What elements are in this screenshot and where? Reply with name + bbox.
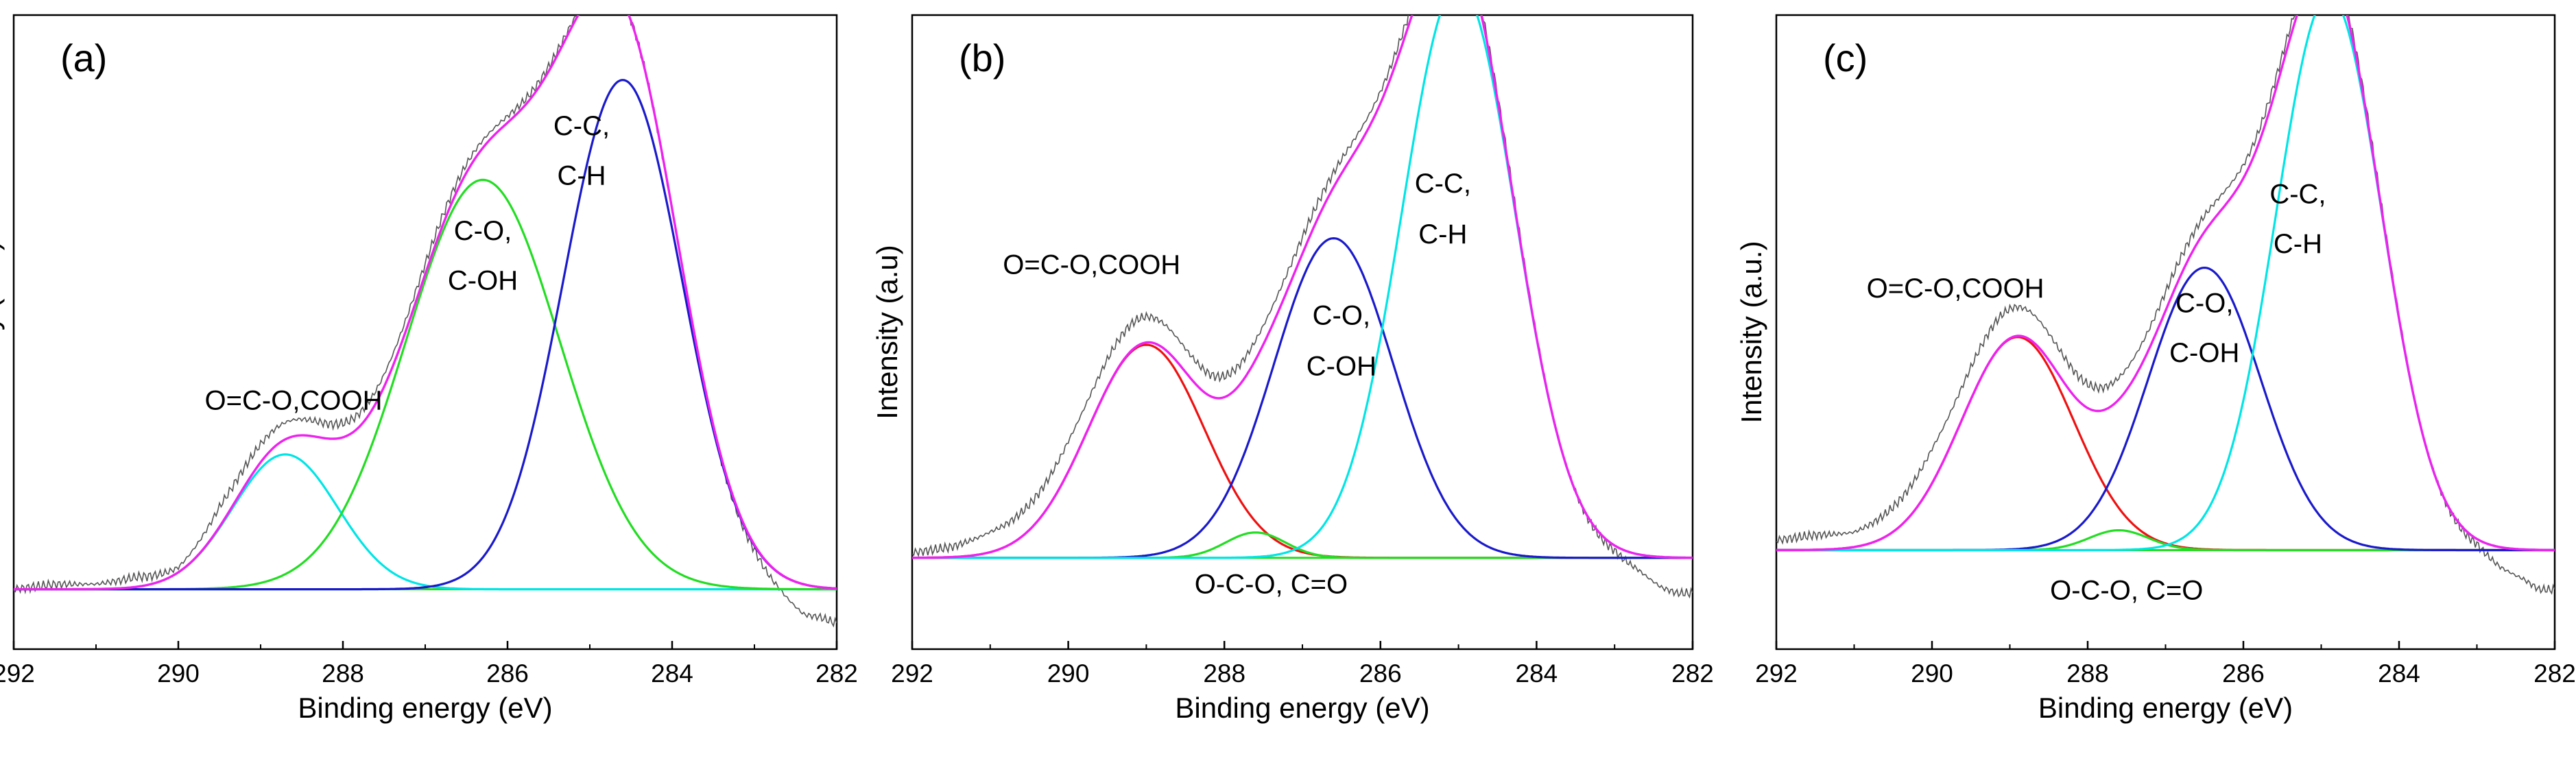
plot-frame: [12, 14, 838, 651]
peak-annotation: O=C-O,COOH: [1003, 250, 1180, 280]
y-axis-title: Intensity (a.u): [871, 245, 903, 419]
x-axis-title: Binding energy (eV): [2038, 692, 2293, 724]
peak-annotation: O-C-O, C=O: [1195, 570, 1348, 600]
peak-line-1: [14, 453, 837, 591]
x-axis-title: Binding energy (eV): [298, 692, 552, 724]
peak-annotation: C-H: [2274, 229, 2322, 259]
plot-frame: [911, 14, 1694, 651]
peak-annotation: C-C,: [2269, 180, 2326, 210]
x-tick-label: 284: [651, 659, 693, 688]
y-axis-title: Intensity (a.u.): [0, 241, 5, 423]
peak-annotation: C-O,: [1313, 300, 1370, 330]
x-tick-label: 282: [2533, 659, 2576, 688]
chart-panel-1: 292 290 288 286 284 282 Binding energy (eV) Int…: [0, 14, 858, 724]
x-tick-label: 290: [1911, 659, 1953, 688]
envelope-line: [912, 15, 1693, 559]
peak-annotation: C-C,: [1415, 169, 1471, 199]
x-tick-label: 284: [2378, 659, 2420, 688]
envelope-line: [14, 15, 837, 591]
x-tick-label: 292: [891, 659, 933, 688]
x-tick-label: 288: [322, 659, 364, 688]
peak-line-3: [912, 236, 1693, 559]
x-tick-label: 290: [157, 659, 200, 688]
panel-label: (c): [1823, 36, 1868, 80]
plot-area: [14, 15, 837, 628]
chart-panel-2: 292 290 288 286 284 282 Binding energy (eV) Int…: [871, 14, 1714, 724]
x-tick-label: 282: [1671, 659, 1714, 688]
chart-panel-3: 292 290 288 286 284 282 Binding energy (eV) Int…: [1735, 14, 2576, 724]
peak-annotation: C-OH: [2169, 338, 2239, 368]
peak-line-3: [14, 79, 837, 591]
peak-line-1: [1776, 336, 2555, 552]
peak-annotation: C-O,: [454, 216, 512, 246]
x-tick-label: 292: [0, 659, 35, 688]
plot-area: [912, 15, 1693, 599]
peak-annotation: C-O,: [2175, 289, 2233, 319]
peak-annotation: C-H: [557, 161, 606, 191]
peak-annotation: C-OH: [1307, 351, 1376, 381]
x-tick-label: 284: [1516, 659, 1558, 688]
raw-data-line: [912, 15, 1693, 599]
peak-line-2: [1776, 529, 2555, 552]
peak-annotation: C-H: [1418, 219, 1467, 250]
x-tick-label: 286: [1359, 659, 1402, 688]
envelope-line: [1776, 15, 2555, 552]
plot-frame: [1775, 14, 2556, 651]
x-tick-label: 282: [815, 659, 858, 688]
peak-annotation: O-C-O, C=O: [2050, 576, 2203, 606]
peak-annotation: O=C-O,COOH: [205, 385, 383, 415]
y-axis-title: Intensity (a.u.): [1735, 241, 1767, 423]
peak-annotation: C-C,: [553, 111, 610, 141]
x-tick-label: 286: [486, 659, 529, 688]
peak-annotation: C-OH: [448, 266, 518, 296]
x-tick-label: 288: [1203, 659, 1245, 688]
x-tick-label: 286: [2222, 659, 2265, 688]
peak-annotation: O=C-O,COOH: [1867, 274, 2044, 304]
panel-label: (b): [959, 36, 1005, 80]
plot-area: [1776, 15, 2555, 595]
raw-data-line: [14, 15, 837, 628]
peak-line-2: [14, 178, 837, 591]
x-axis-title: Binding energy (eV): [1175, 692, 1429, 724]
panel-label: (a): [60, 36, 107, 80]
x-tick-label: 290: [1047, 659, 1090, 688]
x-tick-label: 292: [1755, 659, 1798, 688]
peak-line-1: [912, 343, 1693, 559]
x-tick-label: 288: [2066, 659, 2109, 688]
